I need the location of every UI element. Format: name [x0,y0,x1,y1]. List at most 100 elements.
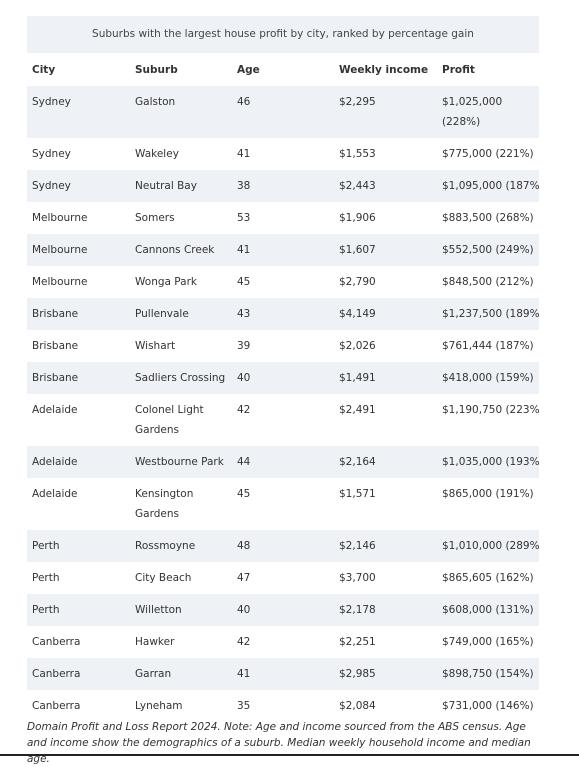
table-cell: Brisbane [32,308,79,320]
table-row: Canberra Lyneham 35 $2,084 $731,000 (146%) [27,690,539,722]
column-header: Weekly income [339,64,429,76]
table-cell: 44 [237,456,251,468]
table-row: Sydney Galston 46 $2,295 $1,025,000 (228%) [27,86,539,138]
table-cell: $2,491 [339,404,376,416]
table-cell: $1,906 [339,212,376,224]
table-cell: Canberra [32,636,81,648]
table-cell: $848,500 (212%) [442,276,534,288]
table-cell: Willetton [135,604,182,616]
table-cell: $2,084 [339,700,376,712]
data-table: City Suburb Age Weekly income Profit Sydney G… [27,53,539,722]
table-cell: Colonel Light Gardens [130,394,232,446]
cell-text: Kensington Gardens [135,488,194,520]
table-cell: $1,607 [339,244,376,256]
table-cell: Neutral Bay [135,180,197,192]
table-row: Sydney Neutral Bay 38 $2,443 $1,095,000 (187… [27,170,539,202]
table-cell: $898,750 (154%) [442,668,534,680]
table-cell: 39 [237,340,251,352]
table-row: Melbourne Cannons Creek 41 $1,607 $552,500 (… [27,234,539,266]
table-cell: 40 [237,604,251,616]
table-cell: $2,443 [339,180,376,192]
table-row: Melbourne Somers 53 $1,906 $883,500 (268%) [27,202,539,234]
table-cell: 42 [237,404,251,416]
table-cell: Perth [32,572,60,584]
table-cell: $2,295 [339,96,376,108]
table-cell: $1,571 [339,488,376,500]
table-cell: $1,095,000 (187%) [442,180,539,192]
table-cell: $608,000 (131%) [442,604,534,616]
table-cell: Brisbane [32,340,79,352]
table-row: Melbourne Wonga Park 45 $2,790 $848,500 (212… [27,266,539,298]
table-row: Adelaide Colonel Light Gardens 42 $2,491 $1,… [27,394,539,446]
table-cell: 53 [237,212,251,224]
table-cell: $2,985 [339,668,376,680]
table-cell: Melbourne [32,276,88,288]
table-cell: $3,700 [339,572,376,584]
table-cell: $775,000 (221%) [442,148,534,160]
table-row: Perth Rossmoyne 48 $2,146 $1,010,000 (289%) [27,530,539,562]
table-cell: Sydney [32,180,71,192]
column-header: Age [237,64,260,76]
table-cell: Sadliers Crossing [135,372,226,384]
table-cell: Galston [135,96,176,108]
column-header: Profit [442,64,475,76]
table-cell: 45 [237,488,251,500]
table-cell: $4,149 [339,308,376,320]
table-cell: $731,000 (146%) [442,700,534,712]
cell-text: Colonel Light Gardens [135,404,204,436]
table-cell: $1,035,000 (193%) [442,456,539,468]
table-cell: $552,500 (249%) [442,244,534,256]
table-cell: $2,164 [339,456,376,468]
table-cell: Melbourne [32,212,88,224]
table-row: Adelaide Kensington Gardens 45 $1,571 $865,0… [27,478,539,530]
table-cell: 38 [237,180,251,192]
table-caption: Suburbs with the largest house profit by… [27,16,539,53]
table-cell: $2,146 [339,540,376,552]
table-row: Adelaide Westbourne Park 44 $2,164 $1,035,00… [27,446,539,478]
table-cell: Garran [135,668,172,680]
table-cell: $1,010,000 (289%) [442,540,539,552]
table-cell: Cannons Creek [135,244,215,256]
table-cell: Wakeley [135,148,179,160]
table-cell: Pullenvale [135,308,189,320]
header-row: City Suburb Age Weekly income Profit [27,53,539,86]
table-cell: $1,553 [339,148,376,160]
bottom-rule [0,754,579,756]
table-cell: Perth [32,540,60,552]
column-header: City [32,64,56,76]
table-cell: 45 [237,276,251,288]
table-cell: $1,237,500 (189%) [442,308,539,320]
table-cell: Canberra [32,700,81,712]
table-cell: Wishart [135,340,176,352]
table-cell: $2,026 [339,340,376,352]
table-cell: Kensington Gardens [130,478,232,530]
table-cell: Adelaide [32,404,78,416]
table-cell: Wonga Park [135,276,197,288]
table-cell: $1,190,750 (223%) [442,404,539,416]
table-cell: Sydney [32,96,71,108]
table-cell: $1,491 [339,372,376,384]
table-cell: Sydney [32,148,71,160]
table-row: Perth City Beach 47 $3,700 $865,605 (162%) [27,562,539,594]
table-row: Brisbane Wishart 39 $2,026 $761,444 (187%) [27,330,539,362]
footnote: Domain Profit and Loss Report 2024. Note… [27,721,531,765]
table-cell: City Beach [135,572,192,584]
table-cell: 41 [237,668,251,680]
table-cell: 41 [237,148,251,160]
column-header: Suburb [135,64,178,76]
table-cell: $418,000 (159%) [442,372,534,384]
table-cell: Lyneham [135,700,183,712]
table-cell: Adelaide [32,488,78,500]
table-cell: $2,178 [339,604,376,616]
table-cell: Rossmoyne [135,540,196,552]
table-row: Perth Willetton 40 $2,178 $608,000 (131%) [27,594,539,626]
table-cell: $2,251 [339,636,376,648]
table-cell: $761,444 (187%) [442,340,534,352]
table-cell: Perth [32,604,60,616]
table-cell: 43 [237,308,251,320]
table-cell: Somers [135,212,175,224]
table-cell: 35 [237,700,251,712]
table-block: Suburbs with the largest house profit by… [27,16,539,722]
table-cell: Hawker [135,636,175,648]
